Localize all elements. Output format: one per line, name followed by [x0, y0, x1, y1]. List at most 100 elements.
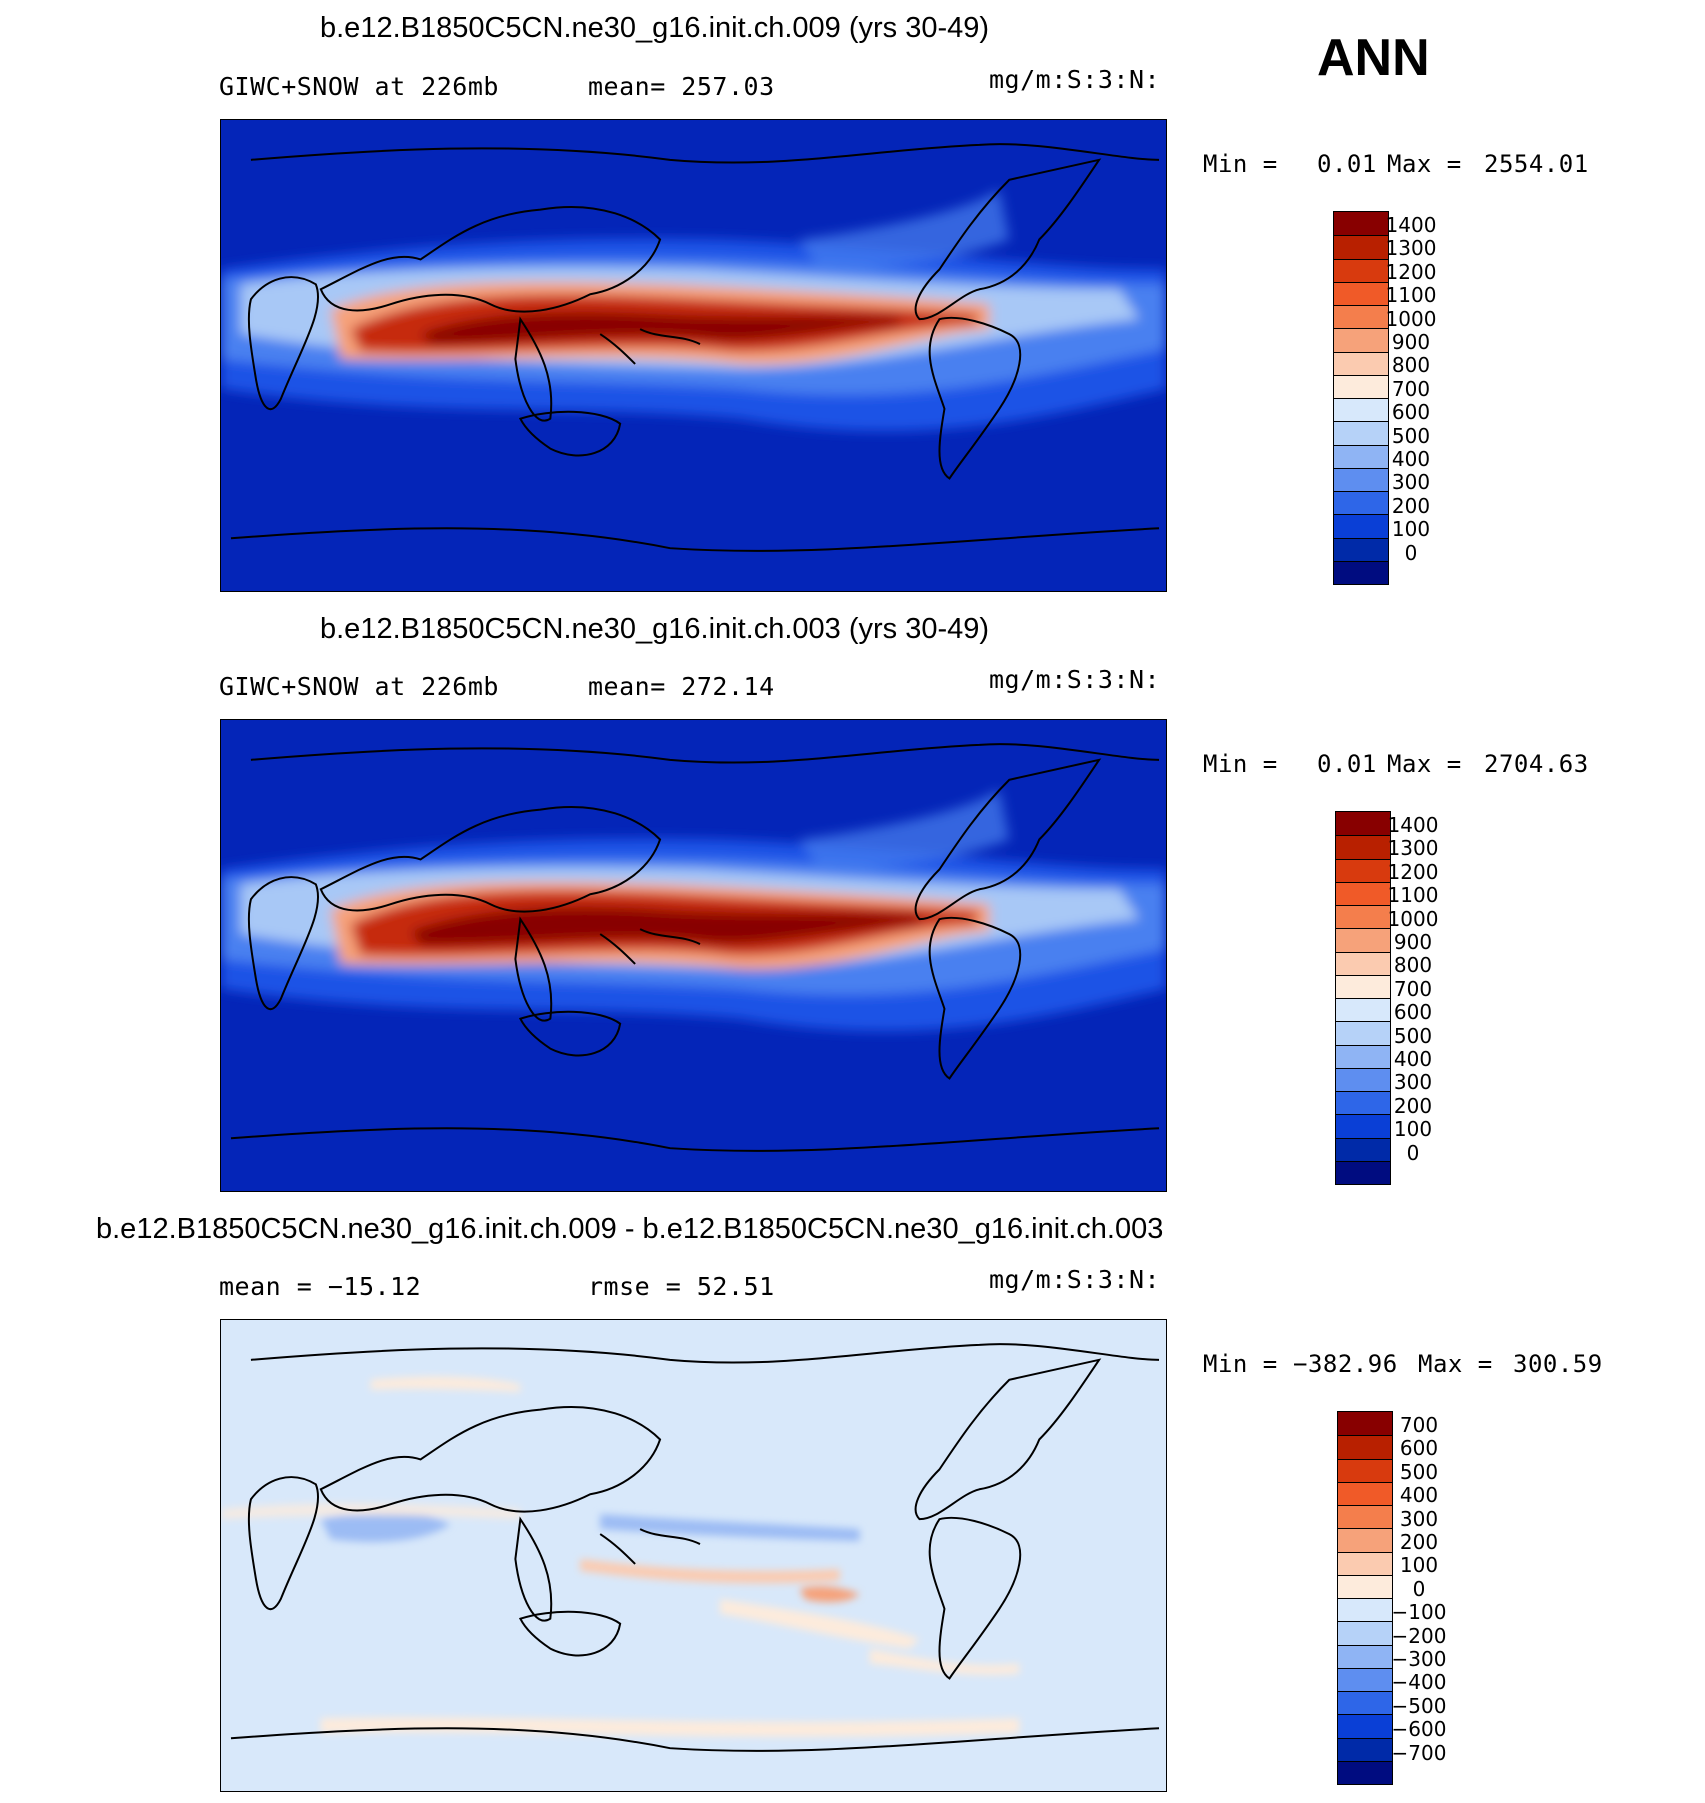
colorbar-segment [1334, 258, 1388, 282]
panel2-max-value: 2704.63 [1484, 750, 1589, 778]
colorbar-tick-label: 400 [1391, 447, 1431, 471]
colorbar-segment [1334, 235, 1388, 259]
colorbar-tick-label: 1300 [1387, 836, 1439, 861]
colorbar-tick-label: 700 [1393, 976, 1433, 1001]
colorbar-tick-label: 1000 [1385, 306, 1437, 331]
colorbar-segment [1334, 398, 1388, 422]
colorbar-tick-label: −700 [1391, 1740, 1447, 1765]
colorbar-tick-label: 500 [1393, 1023, 1433, 1048]
colorbar-segment [1336, 998, 1390, 1022]
panel2-variable: GIWC+SNOW at 226mb [219, 672, 499, 701]
colorbar-segment [1336, 858, 1390, 882]
colorbar-segment [1338, 1528, 1392, 1552]
panel1-title: b.e12.B1850C5CN.ne30_g16.init.ch.009 (yr… [320, 12, 990, 44]
colorbar-segment [1334, 351, 1388, 375]
colorbar-segment [1336, 881, 1390, 905]
colorbar-tick-label: 900 [1393, 930, 1433, 954]
colorbar-segment [1338, 1714, 1392, 1738]
colorbar-segment [1338, 1481, 1392, 1505]
colorbar-segment [1338, 1691, 1392, 1715]
colorbar-tick-label: 700 [1391, 376, 1431, 401]
colorbar-tick-label: 600 [1399, 1436, 1439, 1461]
colorbar-segment [1334, 374, 1388, 398]
colorbar-segment [1334, 281, 1388, 305]
colorbar-tick-label: 1400 [1387, 813, 1439, 837]
panel2-units: mg/m:S:3:N: [989, 665, 1161, 694]
colorbar-tick-label: 300 [1391, 470, 1431, 495]
colorbar-tick-label: 200 [1391, 493, 1431, 518]
colorbar-segment [1336, 928, 1390, 952]
panel1-max-value: 2554.01 [1484, 150, 1589, 178]
colorbar-segment [1336, 1160, 1390, 1184]
panel2-min-label: Min = [1203, 750, 1278, 778]
colorbar-tick-label: 0 [1406, 1140, 1420, 1165]
panel1-map [220, 119, 1167, 592]
colorbar-tick-label: −200 [1391, 1623, 1447, 1648]
colorbar-tick-label: −400 [1391, 1670, 1447, 1695]
colorbar-tick-label: 100 [1393, 1117, 1433, 1142]
panel1-colorbar [1333, 211, 1389, 585]
colorbar-tick-label: 300 [1399, 1506, 1439, 1531]
colorbar-segment [1334, 514, 1388, 538]
colorbar-segment [1334, 467, 1388, 491]
colorbar-tick-label: 500 [1399, 1459, 1439, 1484]
colorbar-segment [1336, 1067, 1390, 1091]
panel3-units: mg/m:S:3:N: [989, 1265, 1161, 1294]
colorbar-segment [1334, 305, 1388, 329]
colorbar-tick-label: 600 [1393, 1000, 1433, 1025]
colorbar-segment [1336, 974, 1390, 998]
colorbar-tick-label: 1100 [1385, 283, 1437, 308]
colorbar-segment [1336, 1044, 1390, 1068]
colorbar-tick-label: 100 [1399, 1553, 1439, 1578]
colorbar-tick-label: 0 [1404, 540, 1418, 565]
colorbar-tick-label: 800 [1391, 353, 1431, 378]
colorbar-segment [1334, 491, 1388, 515]
panel3-title: b.e12.B1850C5CN.ne30_g16.init.ch.009 - b… [96, 1213, 1164, 1245]
panel2-min-value: 0.01 [1317, 750, 1377, 778]
colorbar-segment [1334, 537, 1388, 561]
colorbar-tick-label: 100 [1391, 517, 1431, 542]
colorbar-tick-label: 1400 [1385, 213, 1437, 237]
panel2-colorbar [1335, 811, 1391, 1185]
colorbar-segment [1338, 1412, 1392, 1436]
colorbar-segment [1336, 1114, 1390, 1138]
panel2-contour-field [221, 743, 1166, 1152]
panel1-mean: mean= 257.03 [588, 72, 775, 101]
colorbar-segment [1338, 1458, 1392, 1482]
colorbar-tick-label: 300 [1393, 1070, 1433, 1095]
colorbar-tick-label: 400 [1399, 1483, 1439, 1508]
panel3-mean: mean = −15.12 [219, 1272, 422, 1301]
panel1-variable: GIWC+SNOW at 226mb [219, 72, 499, 101]
panel3-max-label: Max = [1418, 1350, 1493, 1378]
colorbar-segment [1338, 1505, 1392, 1529]
colorbar-tick-label: 200 [1399, 1530, 1439, 1554]
panel2-map [220, 719, 1167, 1192]
colorbar-segment [1336, 1137, 1390, 1161]
panel1-min-value: 0.01 [1317, 150, 1377, 178]
colorbar-segment [1334, 444, 1388, 468]
colorbar-segment [1334, 328, 1388, 352]
colorbar-segment [1336, 905, 1390, 929]
colorbar-tick-label: 1000 [1387, 906, 1439, 931]
panel3-map [220, 1319, 1167, 1792]
colorbar-tick-label: 700 [1399, 1413, 1439, 1437]
colorbar-tick-label: 1200 [1385, 259, 1437, 284]
colorbar-tick-label: 1300 [1385, 236, 1437, 261]
colorbar-segment [1338, 1574, 1392, 1598]
panel3-min-value: −382.96 [1293, 1350, 1398, 1378]
colorbar-tick-label: 400 [1393, 1047, 1433, 1071]
colorbar-segment [1338, 1598, 1392, 1622]
colorbar-tick-label: 0 [1412, 1576, 1426, 1601]
season-label: ANN [1317, 29, 1430, 87]
panel2-mean: mean= 272.14 [588, 672, 775, 701]
colorbar-tick-label: 500 [1391, 423, 1431, 448]
panel3-contour-field [221, 1343, 1160, 1752]
colorbar-segment [1336, 812, 1390, 836]
colorbar-segment [1338, 1667, 1392, 1691]
panel1-max-label: Max = [1387, 150, 1462, 178]
colorbar-segment [1338, 1644, 1392, 1668]
panel2-title: b.e12.B1850C5CN.ne30_g16.init.ch.003 (yr… [320, 613, 990, 645]
colorbar-segment [1336, 951, 1390, 975]
colorbar-segment [1334, 560, 1388, 584]
colorbar-tick-label: 1100 [1387, 883, 1439, 908]
